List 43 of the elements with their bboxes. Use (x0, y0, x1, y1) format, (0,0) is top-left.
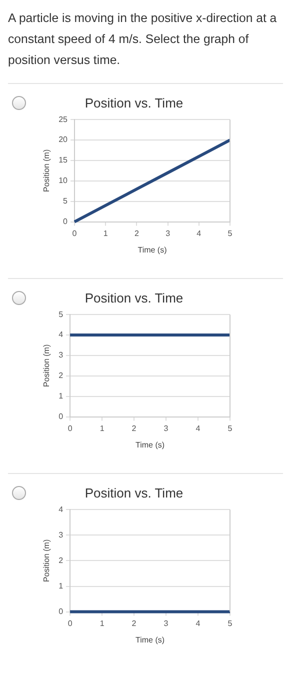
x-tick-label: 4 (196, 618, 201, 628)
y-tick-label: 1 (58, 581, 64, 590)
y-tick-label: 4 (58, 330, 64, 340)
x-tick-label: 5 (228, 424, 233, 433)
text: A particle is moving in the positive x-direction at a constant speed of 4 m/s. Select the graph of position versus time. (8, 10, 278, 69)
y-tick-label: 20 (58, 135, 68, 144)
chart-title: Position vs. Time (84, 290, 184, 306)
x-tick-label: 4 (196, 424, 201, 433)
y-tick-label: 25 (58, 114, 68, 124)
x-tick-label: 1 (103, 228, 108, 238)
x-tick-label: 2 (134, 228, 140, 238)
y-tick-label: 15 (58, 156, 68, 165)
y-tick-label: 5 (63, 196, 68, 206)
y-axis-title: Position (m) (42, 344, 52, 388)
y-tick-label: 0 (63, 217, 68, 226)
chart-title: Position vs. Time (84, 485, 184, 500)
y-tick-label: 2 (58, 371, 64, 380)
y-tick-label: 5 (58, 310, 64, 319)
x-tick-label: 1 (100, 424, 105, 433)
y-tick-label: 1 (58, 392, 64, 401)
y-axis-title: Position (m) (42, 149, 52, 192)
y-tick-label: 0 (58, 607, 64, 616)
x-tick-label: 4 (196, 228, 202, 238)
x-tick-label: 3 (166, 228, 171, 238)
y-tick-label: 3 (58, 530, 64, 540)
y-tick-label: 10 (58, 176, 68, 186)
x-tick-label: 3 (164, 424, 169, 433)
y-tick-label: 4 (58, 504, 64, 514)
chart-title: Position vs. Time (84, 95, 184, 110)
x-tick-label: 1 (100, 618, 105, 628)
x-axis-title: Time (s) (136, 440, 165, 450)
y-axis-title: Position (m) (42, 539, 52, 582)
x-axis-title: Time (s) (138, 245, 168, 254)
x-tick-label: 3 (164, 618, 169, 628)
x-tick-label: 2 (132, 424, 137, 433)
x-tick-label: 0 (72, 228, 78, 238)
x-tick-label: 5 (228, 618, 233, 628)
y-tick-label: 2 (58, 556, 64, 565)
x-axis-title: Time (s) (136, 635, 165, 644)
x-tick-label: 5 (228, 228, 233, 238)
y-tick-label: 3 (58, 350, 64, 360)
x-tick-label: 2 (132, 618, 137, 628)
y-tick-label: 0 (58, 412, 64, 422)
